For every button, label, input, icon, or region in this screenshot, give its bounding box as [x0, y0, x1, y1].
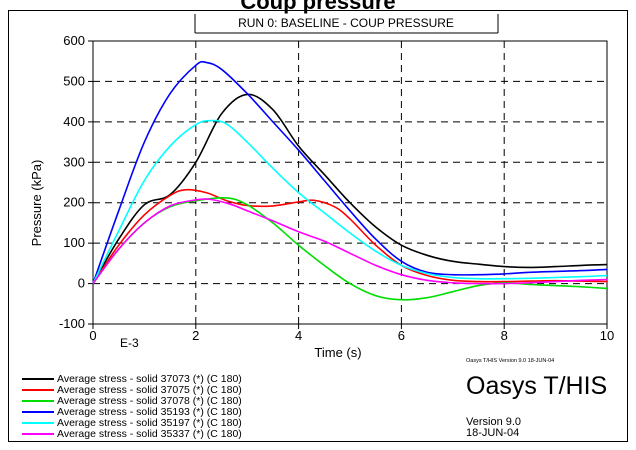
legend-label: Average stress - solid 37078 (*) (C 180) [57, 395, 242, 407]
x-multiplier-label: E-3 [120, 336, 139, 350]
legend-swatch [22, 400, 54, 403]
axis-layer: -100 0 100 200 300 400 500 600 0 2 4 6 8 10 [59, 33, 614, 343]
legend-swatch [22, 422, 54, 425]
legend-item: Average stress - solid 37078 (*) (C 180) [22, 396, 242, 407]
legend-item: Average stress - solid 35193 (*) (C 180) [22, 407, 242, 418]
legend-item: Average stress - solid 35337 (*) (C 180) [22, 429, 242, 440]
legend-item: Average stress - solid 35197 (*) (C 180) [22, 418, 242, 429]
series-line-1 [92, 93, 608, 285]
y-tick-label: 600 [63, 33, 85, 48]
y-tick-label: 0 [78, 276, 85, 291]
legend-label: Average stress - solid 37075 (*) (C 180) [57, 384, 242, 396]
brand-date: 18-JUN-04 [466, 427, 520, 439]
y-tick-label: 300 [63, 154, 85, 169]
series-line-5 [92, 119, 608, 284]
plot-area-border [92, 40, 608, 325]
legend-item: Average stress - solid 37075 (*) (C 180) [22, 385, 242, 396]
legend-swatch [22, 411, 54, 414]
x-tick-label: 0 [89, 328, 96, 343]
series-line-3 [92, 196, 608, 301]
series-layer [92, 60, 608, 301]
series-line-4 [92, 60, 608, 284]
y-tick-label: 400 [63, 114, 85, 129]
legend: Average stress - solid 37073 (*) (C 180)… [8, 370, 628, 442]
legend-item: Average stress - solid 37073 (*) (C 180) [22, 374, 242, 385]
y-tick-label: 200 [63, 195, 85, 210]
x-tick-label: 8 [501, 328, 508, 343]
legend-label: Average stress - solid 35337 (*) (C 180) [57, 428, 242, 440]
series-line-2 [92, 188, 608, 285]
y-tick-label: 500 [63, 73, 85, 88]
chart-title: RUN 0: BASELINE - COUP PRESSURE [238, 16, 454, 30]
y-tick-label: 100 [63, 235, 85, 250]
plot-frame [8, 10, 628, 442]
legend-label: Average stress - solid 35197 (*) (C 180) [57, 417, 242, 429]
brand-name: Oasys T/HIS [466, 372, 608, 400]
brand-version: Version 9.0 [466, 416, 522, 428]
legend-label: Average stress - solid 37073 (*) (C 180) [57, 373, 242, 385]
x-tick-label: 10 [600, 328, 614, 343]
x-axis-label: Time (s) [314, 345, 361, 360]
series-line-6 [92, 198, 608, 285]
legend-swatch [22, 378, 54, 381]
x-tick-label: 2 [192, 328, 199, 343]
x-tick-label: 4 [295, 328, 302, 343]
x-tick-label: 6 [398, 328, 405, 343]
y-tick-label: -100 [59, 316, 85, 331]
legend-swatch [22, 433, 54, 436]
legend-swatch [22, 389, 54, 392]
legend-label: Average stress - solid 35193 (*) (C 180) [57, 406, 242, 418]
plot-watermark: Oasys T/HIS Version 9.0 18-JUN-04 [466, 358, 555, 364]
y-axis-label: Pressure (kPa) [29, 160, 44, 247]
